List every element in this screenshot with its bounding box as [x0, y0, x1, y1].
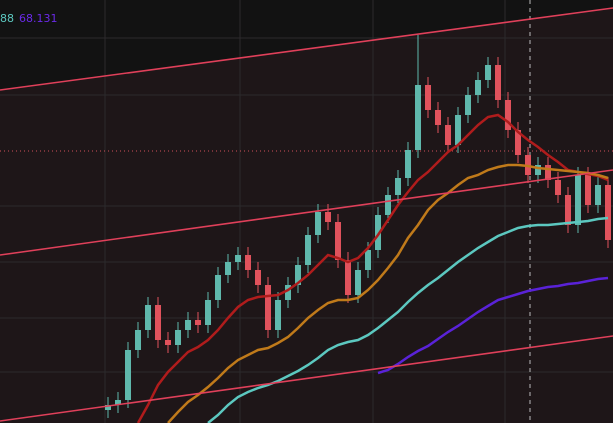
moving-average — [136, 113, 609, 423]
candle-body — [505, 100, 511, 130]
candle-body — [425, 85, 431, 110]
candle-body — [555, 180, 561, 195]
candle-body — [235, 255, 241, 262]
candle-body — [295, 265, 301, 285]
candle-body — [145, 305, 151, 330]
channel — [0, 7, 613, 422]
candle-body — [405, 150, 411, 178]
candle-body — [225, 262, 231, 275]
candle-body — [315, 212, 321, 235]
candle-body — [365, 250, 371, 270]
candle-body — [285, 285, 291, 300]
candle-body — [305, 235, 311, 265]
trendline — [0, 7, 613, 91]
indicator-label: 68.131 — [19, 12, 58, 25]
candle-body — [205, 300, 211, 325]
candle-body — [265, 285, 271, 330]
indicator-label: 88 — [0, 12, 14, 25]
candle-body — [565, 195, 571, 225]
trendline — [0, 169, 613, 256]
candle-body — [465, 95, 471, 115]
candle-body — [195, 320, 201, 325]
candle-body — [335, 222, 341, 260]
candle-body — [155, 305, 161, 340]
moving-average — [377, 276, 609, 375]
candle-body — [595, 185, 601, 205]
candle-body — [585, 175, 591, 205]
candle-body — [495, 65, 501, 100]
candle-body — [245, 255, 251, 270]
candle-body — [375, 215, 381, 250]
candle-body — [385, 195, 391, 215]
candle-body — [485, 65, 491, 80]
candle-body — [575, 175, 581, 225]
candle-body — [135, 330, 141, 350]
candle-body — [105, 405, 111, 410]
candle-body — [545, 165, 551, 180]
candle-body — [475, 80, 481, 95]
candle-body — [605, 185, 611, 240]
trendline — [0, 335, 613, 422]
candle-body — [185, 320, 191, 330]
candle-body — [165, 340, 171, 345]
candle-body — [345, 260, 351, 295]
candle-body — [415, 85, 421, 150]
candle-body — [255, 270, 261, 285]
candle-body — [125, 350, 131, 400]
candle-body — [175, 330, 181, 345]
candle-body — [215, 275, 221, 300]
candle-body — [355, 270, 361, 295]
candle-body — [435, 110, 441, 125]
candle-body — [455, 115, 461, 145]
candle-body — [115, 400, 121, 405]
candle-body — [445, 125, 451, 145]
candle-body — [275, 300, 281, 330]
candle-body — [515, 130, 521, 155]
candle-body — [395, 178, 401, 195]
candle-body — [535, 165, 541, 175]
upper-zone — [0, 0, 613, 90]
candle-body — [325, 212, 331, 222]
moving-average — [167, 163, 609, 423]
plot — [105, 35, 611, 423]
